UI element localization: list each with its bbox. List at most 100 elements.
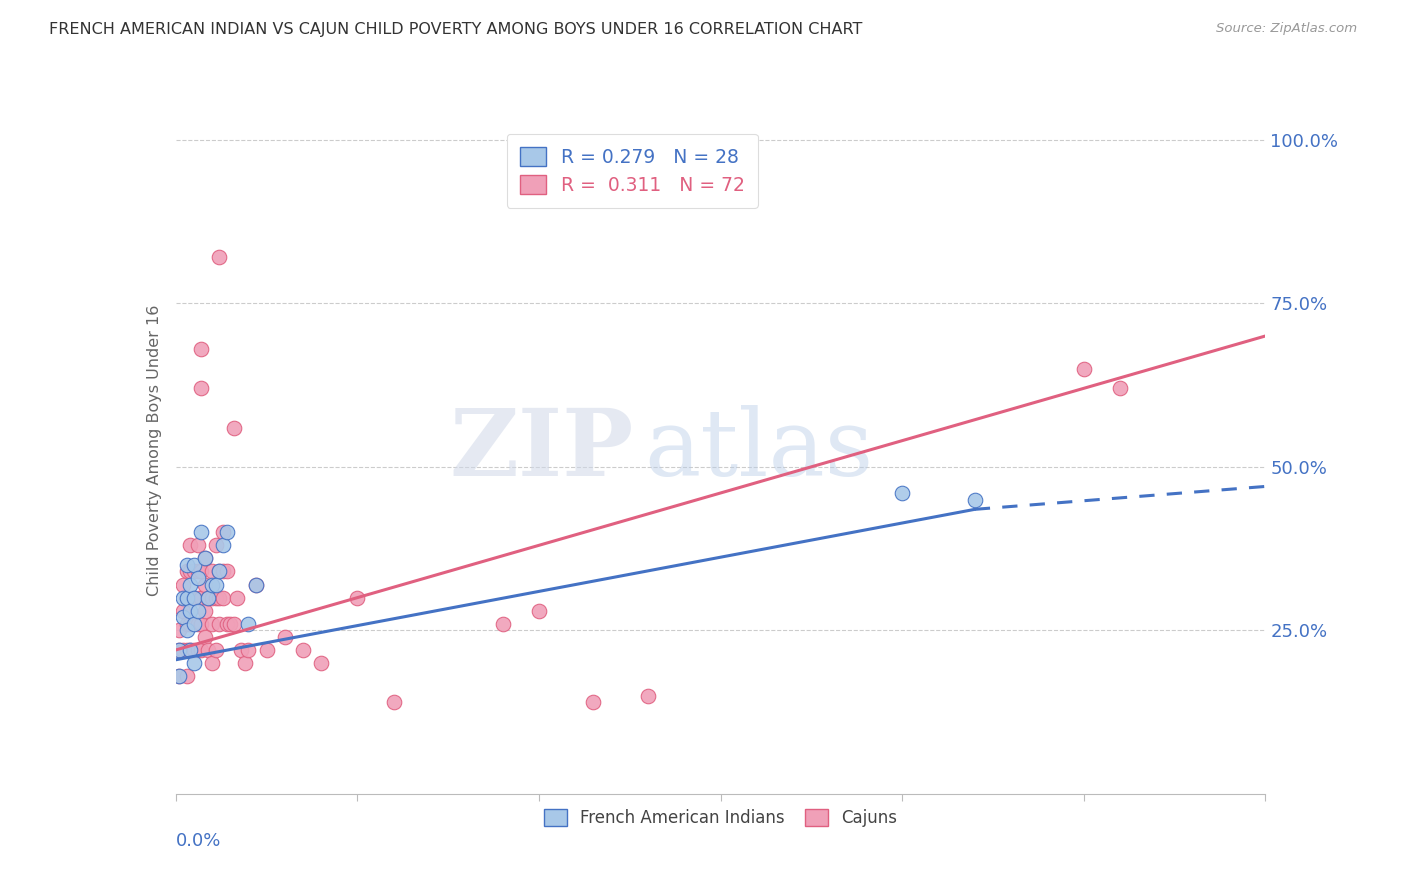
Point [382, 695, 405, 709]
Point [179, 538, 201, 552]
Point [219, 616, 242, 631]
Point [194, 551, 217, 566]
Point [176, 643, 198, 657]
Point [186, 604, 209, 618]
Point [183, 643, 205, 657]
Point [1109, 381, 1132, 395]
Point [179, 616, 201, 631]
Point [179, 565, 201, 579]
Point [183, 591, 205, 605]
Point [637, 689, 659, 703]
Point [186, 538, 209, 552]
Point [194, 577, 217, 591]
Point [212, 538, 235, 552]
Point [201, 565, 224, 579]
Point [891, 486, 914, 500]
Point [212, 591, 235, 605]
Point [186, 565, 209, 579]
Point [582, 695, 605, 709]
Point [197, 591, 219, 605]
Point [527, 604, 550, 618]
Point [179, 577, 201, 591]
Point [169, 669, 191, 683]
Point [169, 669, 191, 683]
Text: Source: ZipAtlas.com: Source: ZipAtlas.com [1216, 22, 1357, 36]
Point [194, 630, 217, 644]
Point [492, 616, 515, 631]
Point [194, 604, 217, 618]
Point [186, 616, 209, 631]
Point [190, 381, 212, 395]
Text: atlas: atlas [644, 406, 873, 495]
Point [194, 551, 217, 566]
Point [186, 571, 209, 585]
Point [169, 643, 191, 657]
Point [208, 565, 231, 579]
Point [197, 643, 219, 657]
Point [176, 669, 198, 683]
Point [176, 591, 198, 605]
Point [179, 643, 201, 657]
Point [208, 616, 231, 631]
Point [176, 624, 198, 638]
Point [190, 616, 212, 631]
Point [309, 656, 332, 670]
Point [212, 525, 235, 540]
Point [186, 643, 209, 657]
Point [190, 565, 212, 579]
Point [176, 616, 198, 631]
Point [201, 577, 224, 591]
Point [172, 577, 194, 591]
Point [197, 591, 219, 605]
Point [346, 591, 368, 605]
Point [190, 342, 212, 356]
Point [204, 577, 226, 591]
Point [245, 577, 267, 591]
Legend: French American Indians, Cajuns: French American Indians, Cajuns [534, 799, 907, 837]
Point [179, 643, 201, 657]
Point [208, 565, 231, 579]
Point [172, 610, 194, 624]
Text: 0.0%: 0.0% [176, 831, 221, 850]
Point [183, 558, 205, 572]
Point [274, 630, 297, 644]
Point [176, 558, 198, 572]
Point [245, 577, 267, 591]
Point [172, 643, 194, 657]
Point [212, 565, 235, 579]
Y-axis label: Child Poverty Among Boys Under 16: Child Poverty Among Boys Under 16 [146, 305, 162, 596]
Point [190, 525, 212, 540]
Point [172, 604, 194, 618]
Point [183, 591, 205, 605]
Point [208, 591, 231, 605]
Point [179, 604, 201, 618]
Point [215, 616, 238, 631]
Point [190, 591, 212, 605]
Point [256, 643, 278, 657]
Point [183, 616, 205, 631]
Point [222, 420, 245, 434]
Point [169, 643, 191, 657]
Point [204, 538, 226, 552]
Point [204, 643, 226, 657]
Point [208, 251, 231, 265]
Point [179, 591, 201, 605]
Point [231, 643, 253, 657]
Point [215, 565, 238, 579]
Point [183, 656, 205, 670]
Point [183, 565, 205, 579]
Point [172, 591, 194, 605]
Point [238, 643, 260, 657]
Point [201, 616, 224, 631]
Text: ZIP: ZIP [449, 406, 633, 495]
Point [233, 656, 256, 670]
Point [176, 565, 198, 579]
Point [169, 624, 191, 638]
Point [215, 525, 238, 540]
Point [1073, 361, 1095, 376]
Text: FRENCH AMERICAN INDIAN VS CAJUN CHILD POVERTY AMONG BOYS UNDER 16 CORRELATION CH: FRENCH AMERICAN INDIAN VS CAJUN CHILD PO… [49, 22, 863, 37]
Point [201, 656, 224, 670]
Point [963, 492, 986, 507]
Point [204, 591, 226, 605]
Point [190, 643, 212, 657]
